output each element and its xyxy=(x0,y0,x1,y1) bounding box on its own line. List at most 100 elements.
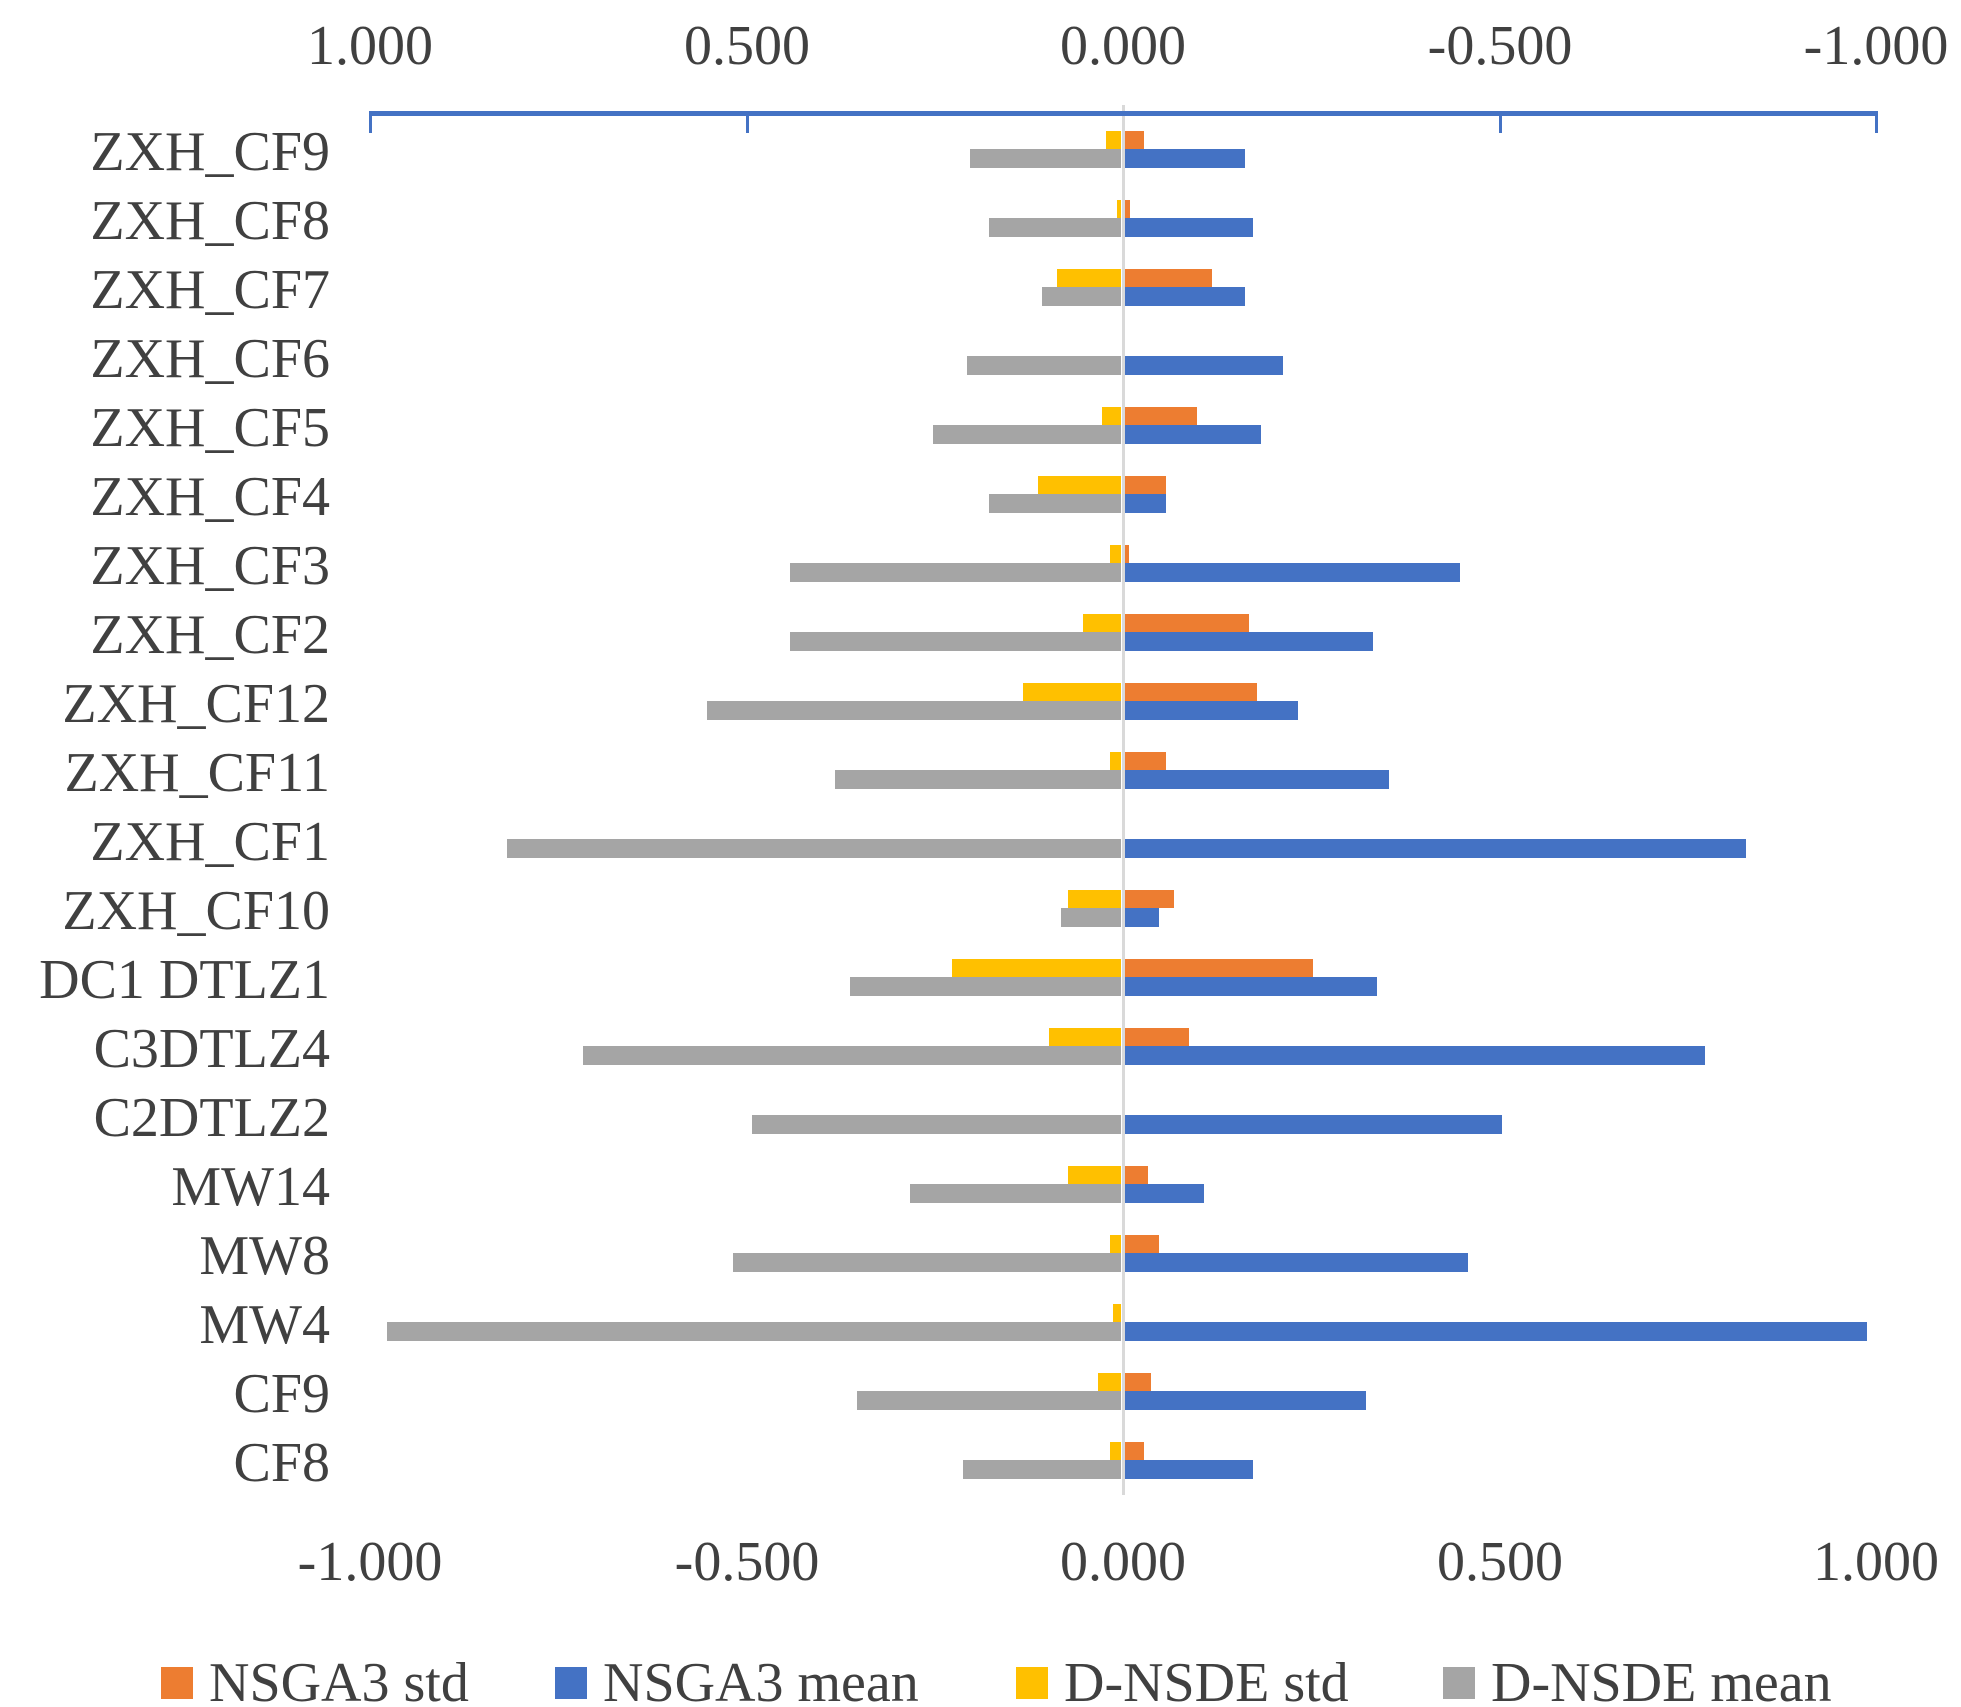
category-label: ZXH_CF1 xyxy=(90,810,330,873)
bar-d-nsde-std xyxy=(1110,545,1121,563)
legend-label: NSGA3 mean xyxy=(603,1652,919,1707)
bar-d-nsde-std xyxy=(1113,1304,1121,1322)
bar-d-nsde-mean xyxy=(933,425,1121,444)
bar-d-nsde-mean xyxy=(790,563,1121,582)
bar-nsga3-mean xyxy=(1125,1253,1468,1272)
category-label: MW8 xyxy=(199,1224,330,1287)
bottom-axis-tick-label: 0.500 xyxy=(1437,1531,1563,1593)
bar-nsga3-mean xyxy=(1125,287,1245,306)
legend-label: D-NSDE std xyxy=(1064,1652,1349,1707)
legend-item: D-NSDE mean xyxy=(1443,1655,1832,1707)
category-label: ZXH_CF7 xyxy=(90,258,330,321)
bar-nsga3-std xyxy=(1125,1442,1144,1460)
zero-gridline xyxy=(1121,105,1125,1495)
top-axis-tick-label: -0.500 xyxy=(1427,15,1573,77)
bar-d-nsde-mean xyxy=(507,839,1121,858)
bar-nsga3-std xyxy=(1125,407,1197,425)
top-axis-tick-label: 0.000 xyxy=(1060,15,1186,77)
category-label: CF8 xyxy=(233,1431,331,1494)
bar-nsga3-std xyxy=(1125,269,1212,287)
legend-swatch xyxy=(161,1667,193,1699)
category-label: C2DTLZ2 xyxy=(93,1086,330,1149)
bar-d-nsde-std xyxy=(1098,1373,1121,1391)
bar-nsga3-std xyxy=(1125,890,1174,908)
category-label: ZXH_CF2 xyxy=(90,603,330,666)
bar-nsga3-mean xyxy=(1125,839,1746,858)
category-label: DC1 DTLZ1 xyxy=(39,948,330,1011)
top-axis-tick-label: -1.000 xyxy=(1803,15,1949,77)
category-label: ZXH_CF9 xyxy=(90,120,330,183)
bar-d-nsde-mean xyxy=(752,1115,1121,1134)
legend-item: NSGA3 std xyxy=(161,1655,469,1707)
bar-d-nsde-mean xyxy=(967,356,1121,375)
bar-d-nsde-mean xyxy=(850,977,1121,996)
bar-nsga3-std xyxy=(1125,683,1257,701)
legend-swatch xyxy=(1016,1667,1048,1699)
category-label: MW14 xyxy=(171,1155,330,1218)
top-axis-tick xyxy=(1874,111,1878,133)
bar-nsga3-std xyxy=(1125,959,1313,977)
bar-d-nsde-std xyxy=(952,959,1121,977)
bar-d-nsde-mean xyxy=(970,149,1121,168)
bar-d-nsde-std xyxy=(1068,1166,1121,1184)
bar-nsga3-std xyxy=(1125,614,1249,632)
bar-nsga3-std xyxy=(1125,1235,1159,1253)
bar-nsga3-mean xyxy=(1125,1460,1253,1479)
bar-nsga3-std xyxy=(1125,200,1130,218)
bar-nsga3-mean xyxy=(1125,1391,1366,1410)
bar-d-nsde-std xyxy=(1106,131,1121,149)
bar-d-nsde-std xyxy=(1110,1442,1121,1460)
bar-d-nsde-mean xyxy=(733,1253,1121,1272)
legend-item: D-NSDE std xyxy=(1016,1655,1349,1707)
bar-d-nsde-std xyxy=(1110,1235,1121,1253)
bottom-axis-tick-label: -1.000 xyxy=(297,1531,443,1593)
bar-nsga3-mean xyxy=(1125,356,1283,375)
bar-d-nsde-std xyxy=(1057,269,1121,287)
category-label: ZXH_CF8 xyxy=(90,189,330,252)
bar-d-nsde-std xyxy=(1038,476,1121,494)
bar-nsga3-std xyxy=(1125,752,1166,770)
bar-nsga3-std xyxy=(1125,1166,1148,1184)
bar-nsga3-std xyxy=(1125,476,1166,494)
bar-nsga3-mean xyxy=(1125,770,1389,789)
category-label: ZXH_CF12 xyxy=(62,672,330,735)
bar-nsga3-mean xyxy=(1125,1184,1204,1203)
bar-nsga3-mean xyxy=(1125,977,1377,996)
category-label: ZXH_CF10 xyxy=(62,879,330,942)
bar-d-nsde-mean xyxy=(790,632,1121,651)
legend-swatch xyxy=(1443,1667,1475,1699)
category-label: C3DTLZ4 xyxy=(93,1017,330,1080)
category-label: MW4 xyxy=(199,1293,330,1356)
bar-d-nsde-std xyxy=(1117,200,1121,218)
bar-d-nsde-mean xyxy=(989,494,1121,513)
bar-d-nsde-mean xyxy=(910,1184,1121,1203)
bar-nsga3-std xyxy=(1125,1373,1151,1391)
legend-label: D-NSDE mean xyxy=(1491,1652,1832,1707)
category-label: ZXH_CF5 xyxy=(90,396,330,459)
bar-nsga3-mean xyxy=(1125,908,1159,927)
bar-d-nsde-mean xyxy=(963,1460,1121,1479)
bar-nsga3-mean xyxy=(1125,494,1166,513)
bar-d-nsde-mean xyxy=(1061,908,1121,927)
bar-d-nsde-std xyxy=(1102,407,1121,425)
bar-nsga3-mean xyxy=(1125,149,1245,168)
bottom-axis-tick-label: -0.500 xyxy=(674,1531,820,1593)
category-label: ZXH_CF4 xyxy=(90,465,330,528)
bar-nsga3-mean xyxy=(1125,1322,1867,1341)
bar-nsga3-std xyxy=(1125,131,1144,149)
bar-nsga3-mean xyxy=(1125,701,1298,720)
bar-d-nsde-mean xyxy=(707,701,1121,720)
bar-d-nsde-std xyxy=(1110,752,1121,770)
bar-nsga3-mean xyxy=(1125,218,1253,237)
category-label: CF9 xyxy=(233,1362,331,1425)
bottom-axis-tick-label: 1.000 xyxy=(1813,1531,1939,1593)
bar-d-nsde-mean xyxy=(583,1046,1121,1065)
top-axis-line xyxy=(370,111,1876,116)
top-axis-tick xyxy=(745,111,749,133)
legend-label: NSGA3 std xyxy=(209,1652,469,1707)
bar-d-nsde-std xyxy=(1049,1028,1121,1046)
top-axis-tick xyxy=(368,111,372,133)
category-label: ZXH_CF11 xyxy=(64,741,330,804)
bar-d-nsde-mean xyxy=(387,1322,1121,1341)
